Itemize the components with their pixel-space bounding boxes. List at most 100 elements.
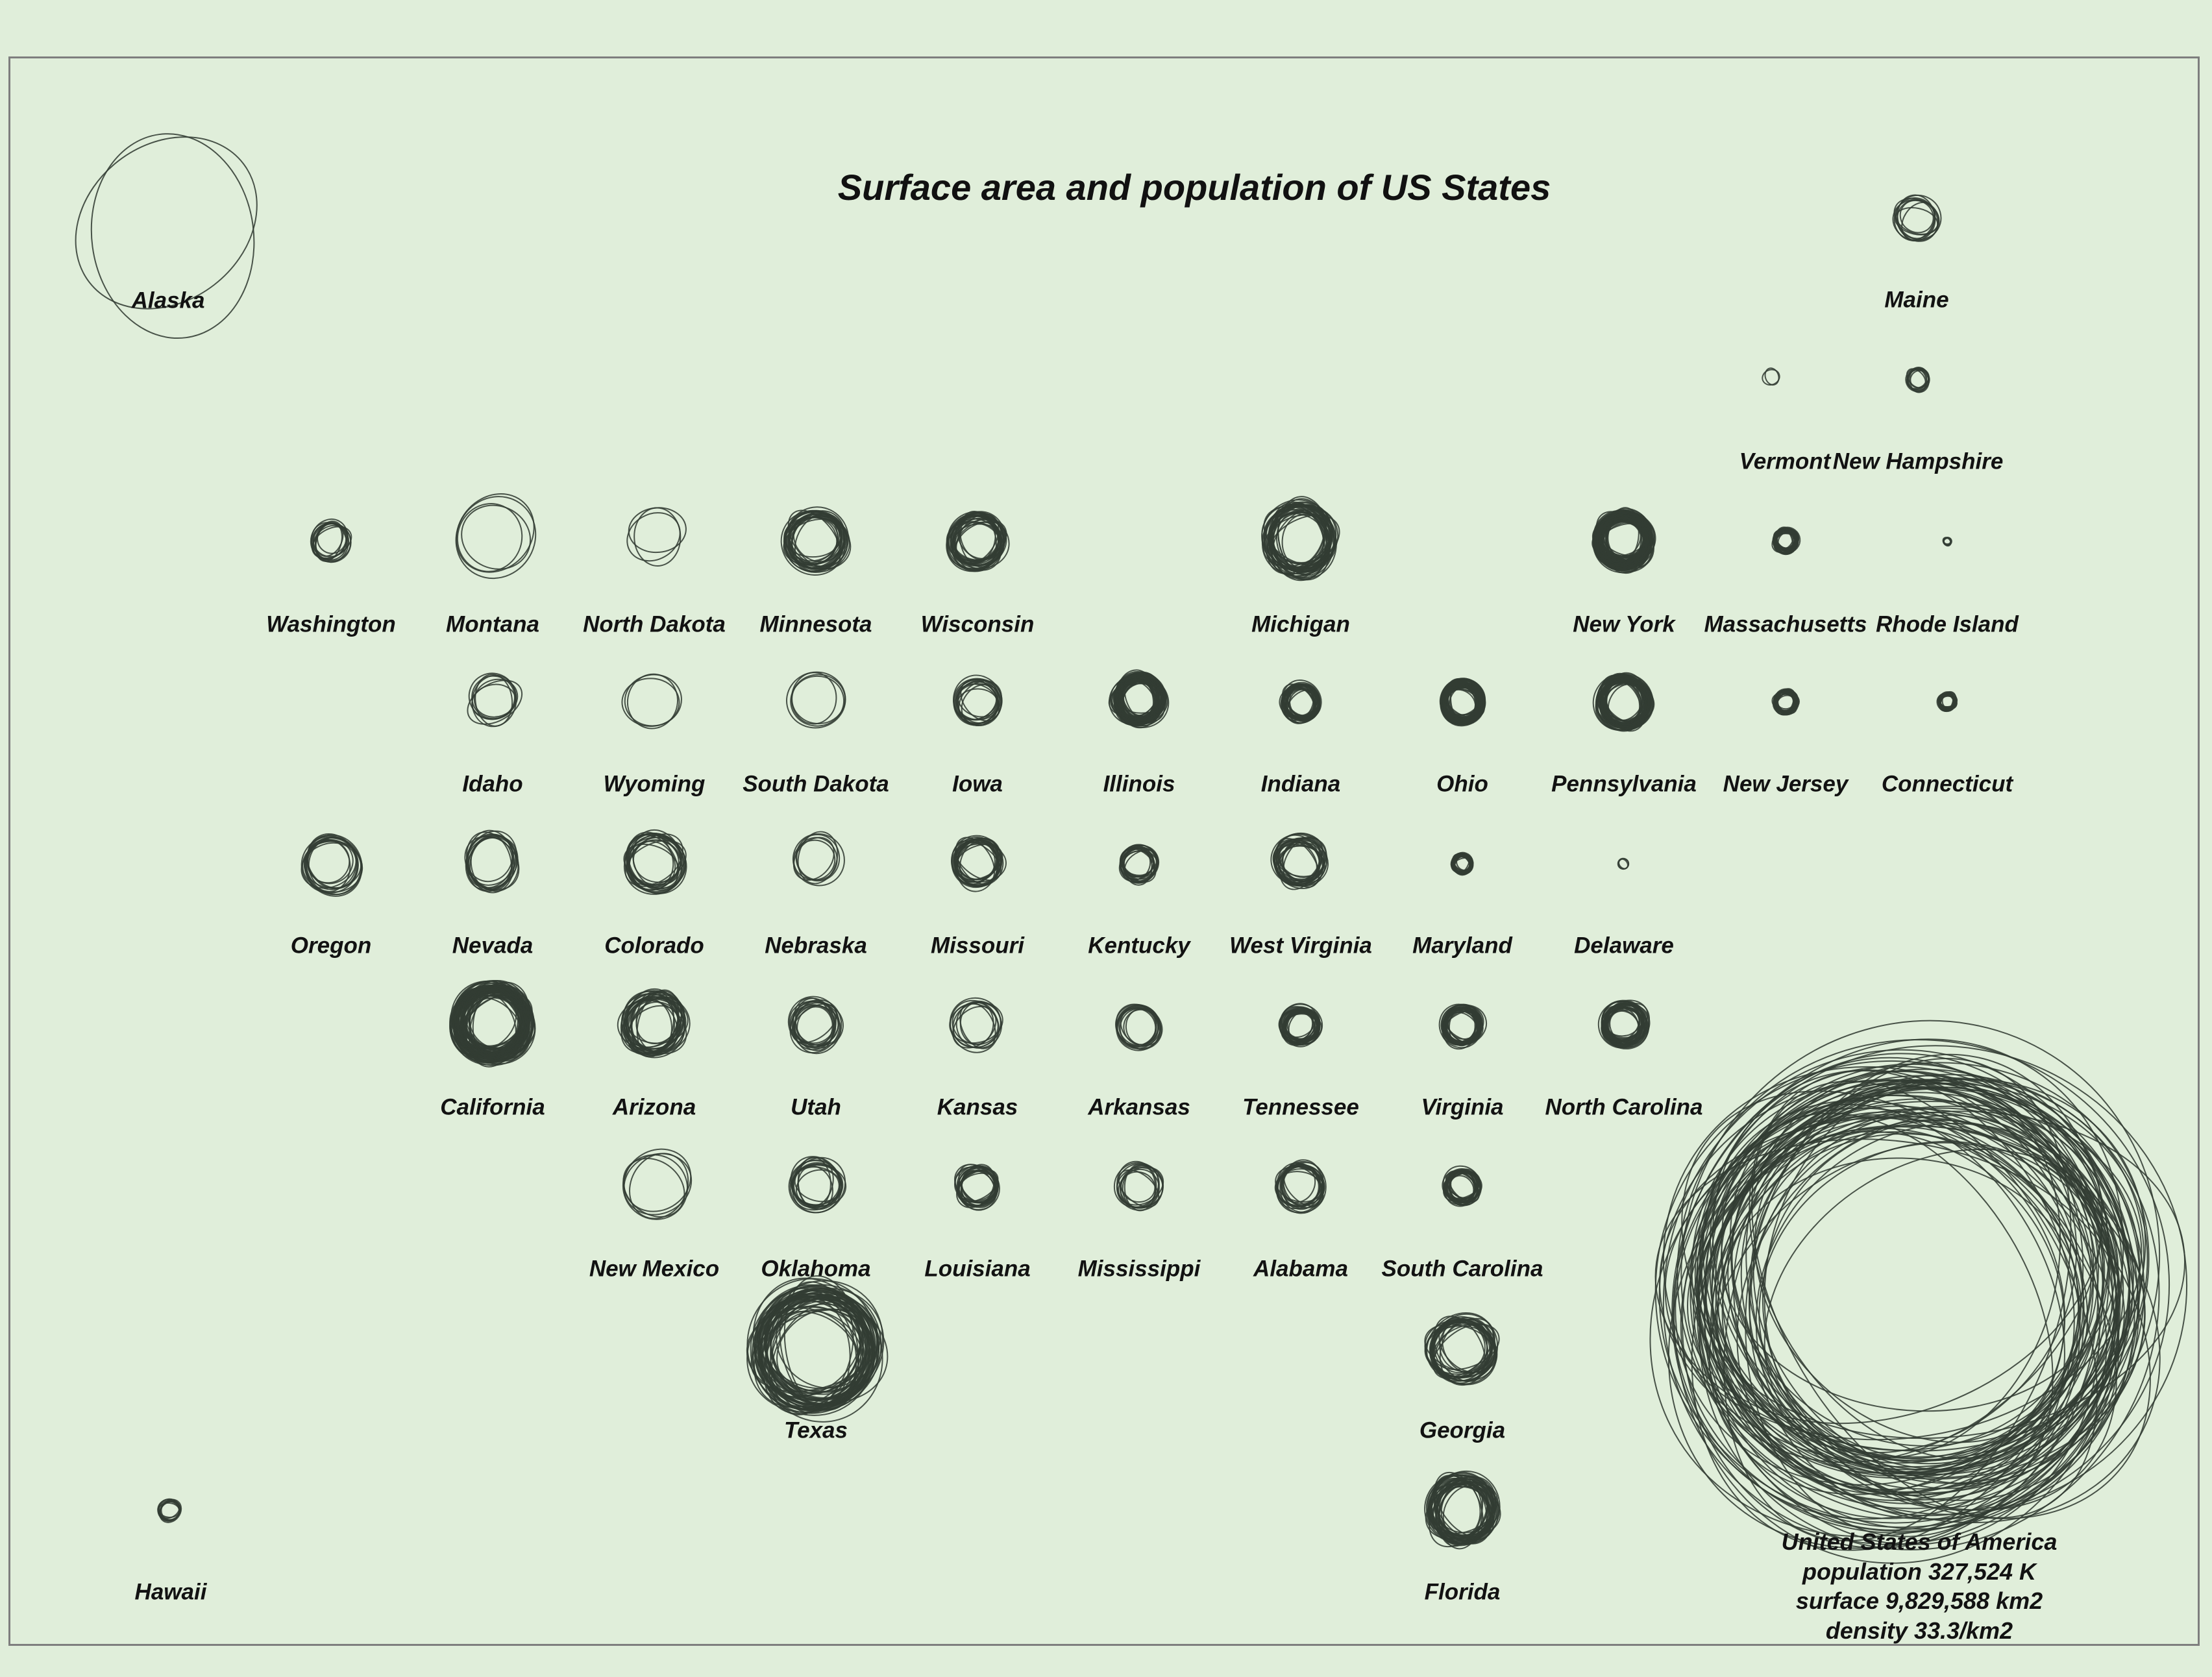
state-scribble-alaska: [75, 133, 258, 339]
state-scribble-rhode-island: [1942, 537, 1952, 547]
state-group-new-mexico: New Mexico: [589, 1148, 719, 1282]
state-label-washington: Washington: [266, 612, 396, 637]
state-scribble-michigan: [1261, 496, 1340, 581]
state-group-wisconsin: Wisconsin: [921, 510, 1035, 637]
state-scribble-idaho: [467, 672, 523, 728]
state-scribble-iowa: [953, 674, 1003, 727]
state-scribble-new-york: [1591, 507, 1656, 574]
state-label-pennsylvania: Pennsylvania: [1551, 772, 1697, 797]
state-group-maryland: Maryland: [1412, 851, 1512, 959]
state-label-vermont: Vermont: [1739, 449, 1832, 474]
state-group-new-jersey: New Jersey: [1723, 688, 1849, 797]
state-scribble-arizona: [617, 988, 691, 1059]
state-group-idaho: Idaho: [462, 672, 523, 797]
state-label-hawaii: Hawaii: [135, 1580, 208, 1605]
state-group-north-dakota: North Dakota: [583, 507, 726, 637]
state-group-arkansas: Arkansas: [1087, 1003, 1190, 1120]
state-scribble-new-jersey: [1771, 688, 1800, 716]
state-scribble-kansas: [949, 997, 1003, 1053]
state-group-alaska: Alaska: [75, 133, 258, 339]
state-label-delaware: Delaware: [1574, 933, 1674, 959]
usa-summary-density: density 33.3/km2: [1825, 1617, 2013, 1644]
state-scribble-colorado: [623, 829, 687, 895]
state-scribble-kentucky: [1118, 844, 1160, 886]
state-label-iowa: Iowa: [952, 772, 1003, 797]
state-scribble-delaware: [1617, 857, 1630, 870]
state-label-new-york: New York: [1573, 612, 1676, 637]
state-scribble-pennsylvania: [1592, 672, 1655, 732]
state-label-louisiana: Louisiana: [924, 1256, 1030, 1282]
chart-title: Surface area and population of US States: [837, 167, 1551, 208]
state-scribble-south-dakota: [785, 671, 846, 729]
state-group-ohio: Ohio: [1436, 678, 1488, 797]
state-group-oregon: Oregon: [291, 833, 371, 959]
state-label-arizona: Arizona: [612, 1095, 696, 1120]
state-scribble-new-hampshire: [1905, 367, 1930, 393]
state-scribble-oregon: [301, 833, 363, 897]
state-label-tennessee: Tennessee: [1242, 1095, 1359, 1120]
state-group-iowa: Iowa: [952, 674, 1003, 797]
state-label-california: California: [440, 1095, 545, 1120]
state-group-colorado: Colorado: [604, 829, 704, 959]
state-label-alaska: Alaska: [131, 288, 205, 313]
state-label-massachusetts: Massachusetts: [1704, 612, 1867, 637]
state-scribble-north-dakota: [626, 507, 687, 567]
state-label-indiana: Indiana: [1261, 772, 1341, 797]
state-scribble-new-mexico: [622, 1148, 693, 1220]
state-group-north-carolina: North Carolina: [1545, 999, 1703, 1120]
state-label-maryland: Maryland: [1412, 933, 1512, 959]
state-label-south-dakota: South Dakota: [743, 772, 889, 797]
state-group-michigan: Michigan: [1251, 496, 1350, 637]
state-scribble-wyoming: [621, 673, 682, 729]
state-group-south-dakota: South Dakota: [743, 671, 889, 797]
state-label-alabama: Alabama: [1253, 1256, 1348, 1282]
state-label-wisconsin: Wisconsin: [921, 612, 1035, 637]
state-label-utah: Utah: [791, 1095, 841, 1120]
state-label-colorado: Colorado: [604, 933, 704, 959]
state-label-north-carolina: North Carolina: [1545, 1095, 1702, 1120]
state-scribble-vermont: [1762, 367, 1780, 386]
state-scribble-alabama: [1274, 1159, 1327, 1214]
state-scribble-texas: [746, 1275, 889, 1423]
state-group-arizona: Arizona: [612, 988, 696, 1120]
state-scribble-florida: [1424, 1470, 1501, 1550]
state-scribble-california: [449, 979, 536, 1068]
state-group-delaware: Delaware: [1574, 857, 1674, 959]
state-scribble-minnesota: [780, 506, 852, 576]
state-scribble-nebraska: [792, 831, 845, 887]
state-scribble-tennessee: [1278, 1003, 1323, 1047]
state-scribble-nevada: [464, 829, 520, 894]
state-label-illinois: Illinois: [1103, 772, 1175, 797]
state-scribble-montana: [455, 493, 537, 580]
state-scribble-hawaii: [157, 1498, 182, 1523]
state-label-nebraska: Nebraska: [765, 933, 867, 959]
state-group-connecticut: Connecticut: [1882, 691, 2014, 797]
state-label-georgia: Georgia: [1419, 1418, 1505, 1443]
state-scribble-washington: [310, 519, 352, 563]
state-group-wyoming: Wyoming: [604, 673, 706, 797]
state-label-south-carolina: South Carolina: [1382, 1256, 1543, 1282]
state-scribble-arkansas: [1115, 1003, 1163, 1051]
state-group-virginia: Virginia: [1421, 1003, 1504, 1120]
usa-summary-name: United States of America: [1781, 1528, 2058, 1555]
state-label-kentucky: Kentucky: [1088, 933, 1191, 959]
state-scribble-west-virginia: [1270, 832, 1329, 890]
state-label-wyoming: Wyoming: [604, 772, 706, 797]
state-label-west-virginia: West Virginia: [1229, 933, 1372, 959]
state-label-nevada: Nevada: [452, 933, 534, 959]
state-label-kansas: Kansas: [937, 1095, 1018, 1120]
state-label-maine: Maine: [1884, 288, 1948, 313]
usa-summary-surface: surface 9,829,588 km2: [1795, 1587, 2043, 1614]
usa-summary-block: United States of America population 327,…: [1782, 1527, 2058, 1645]
state-group-illinois: Illinois: [1103, 669, 1175, 797]
state-label-connecticut: Connecticut: [1882, 772, 2014, 797]
state-group-vermont: Vermont: [1739, 367, 1832, 474]
state-scribble-massachusetts: [1771, 526, 1801, 556]
state-scribble-connecticut: [1936, 691, 1958, 713]
state-group-utah: Utah: [787, 996, 844, 1120]
usa-summary-population: population 327,524 K: [1802, 1558, 2037, 1585]
state-label-oklahoma: Oklahoma: [761, 1256, 870, 1282]
state-label-florida: Florida: [1425, 1580, 1501, 1605]
state-label-new-hampshire: New Hampshire: [1833, 449, 2004, 474]
state-group-montana: Montana: [446, 493, 539, 637]
